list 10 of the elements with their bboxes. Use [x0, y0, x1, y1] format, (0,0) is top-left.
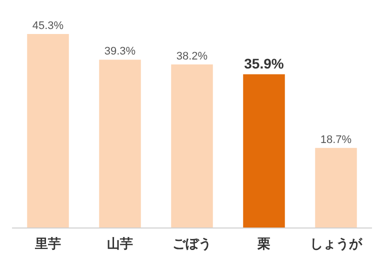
x-tick-label: ごぼう: [172, 236, 212, 251]
x-tick-label: 里芋: [34, 236, 61, 251]
x-tick-label: 山芋: [107, 236, 133, 251]
data-label: 38.2%: [176, 50, 208, 62]
data-label: 45.3%: [32, 20, 64, 32]
x-tick-label: 栗: [256, 236, 270, 251]
x-tick-label: しょうが: [310, 236, 363, 251]
data-label: 35.9%: [244, 55, 284, 72]
data-label: 39.3%: [104, 46, 136, 58]
data-label: 18.7%: [320, 134, 352, 146]
